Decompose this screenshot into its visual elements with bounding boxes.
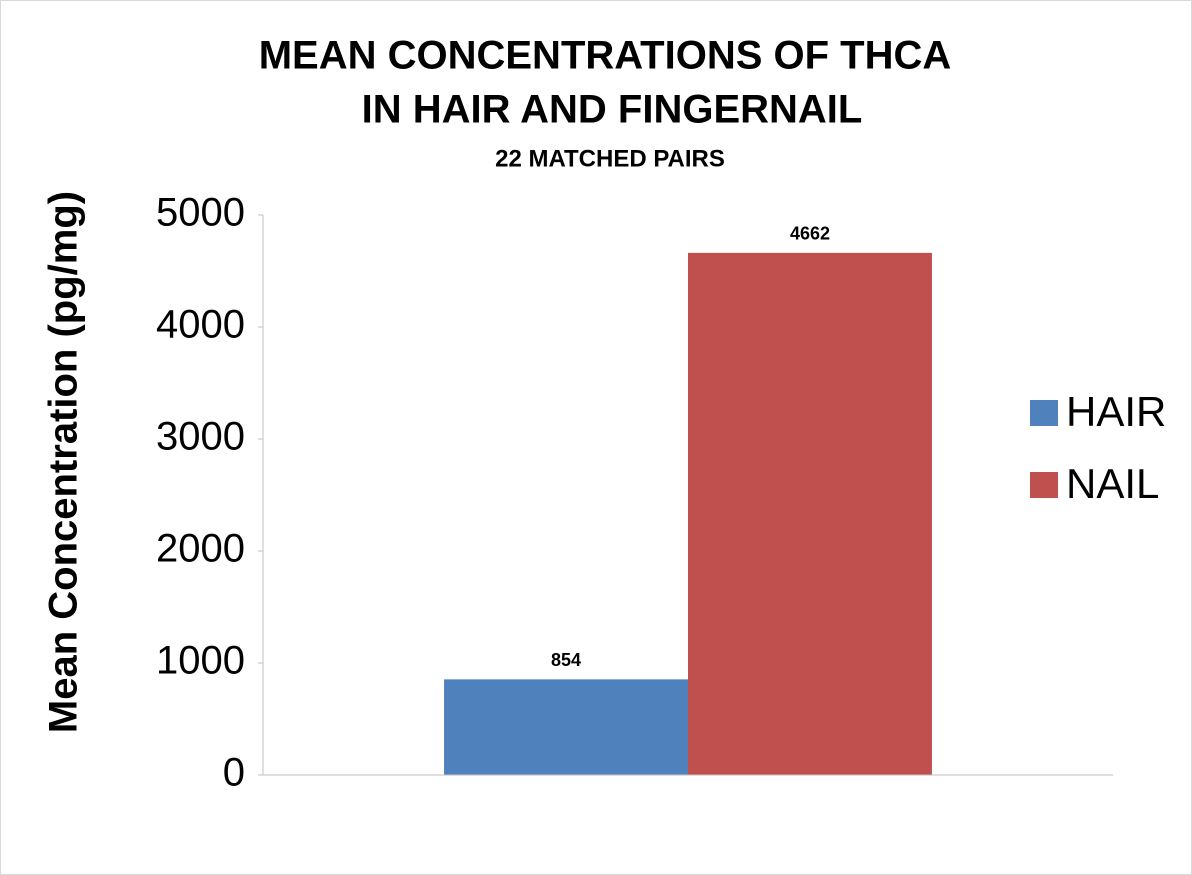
data-label: 4662 xyxy=(790,224,830,244)
legend-label: HAIR xyxy=(1066,388,1166,435)
bar xyxy=(444,679,688,775)
y-tick-label: 0 xyxy=(223,751,245,795)
data-label: 854 xyxy=(551,650,581,670)
bar xyxy=(688,252,932,775)
y-tick-label: 4000 xyxy=(156,303,245,347)
y-axis-label: Mean Concentration (pg/mg) xyxy=(42,191,86,733)
y-tick-label: 3000 xyxy=(156,415,245,459)
y-tick-label: 1000 xyxy=(156,639,245,683)
chart-subtitle: 22 MATCHED PAIRS xyxy=(495,145,725,172)
chart-title: MEAN CONCENTRATIONS OF THCA xyxy=(259,34,952,78)
legend-swatch xyxy=(1030,400,1058,426)
y-tick-label: 2000 xyxy=(156,527,245,571)
y-tick-label: 5000 xyxy=(156,191,245,235)
legend-swatch xyxy=(1030,472,1058,498)
legend-label: NAIL xyxy=(1066,460,1159,507)
chart-title: IN HAIR AND FINGERNAIL xyxy=(362,88,863,132)
